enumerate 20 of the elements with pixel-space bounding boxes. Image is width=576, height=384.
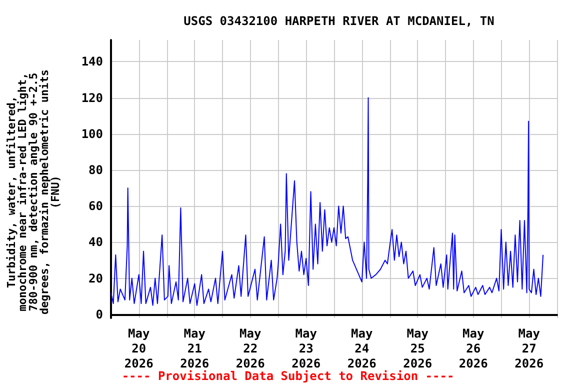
x-tick-label: May 20 2026 [124,326,154,370]
y-tick-label: 40 [88,235,103,250]
x-tick-label: May 26 2026 [458,326,488,370]
x-tick-label: May 27 2026 [514,326,544,370]
chart-title: USGS 03432100 HARPETH RIVER AT MCDANIEL, TN [184,14,494,28]
y-tick-label: 0 [96,307,103,322]
x-tick-label: May 23 2026 [292,326,321,370]
y-tick-label: 60 [88,199,103,214]
y-tick-label: 140 [81,54,103,69]
text: ---- Provisional Data Subject to Revision ---- [122,369,454,383]
y-tick-label: 100 [81,126,103,141]
x-tick-label: May 21 2026 [180,326,210,370]
line-series [110,97,544,306]
y-axis-title: Turbidity, water, unfiltered, monochrome near infra-red LED light, 780-900 nm, detection angle 90 +-2.5 degrees, formazin nephelometric units (FNU) [5,69,62,315]
x-tick-label: May 25 2026 [403,326,432,370]
x-tick-label: May 24 2026 [347,326,376,370]
y-tick-label: 20 [88,271,103,286]
y-tick-label: 120 [81,90,103,105]
x-tick-label: May 22 2026 [236,326,265,370]
y-tick-label: 80 [88,162,103,177]
